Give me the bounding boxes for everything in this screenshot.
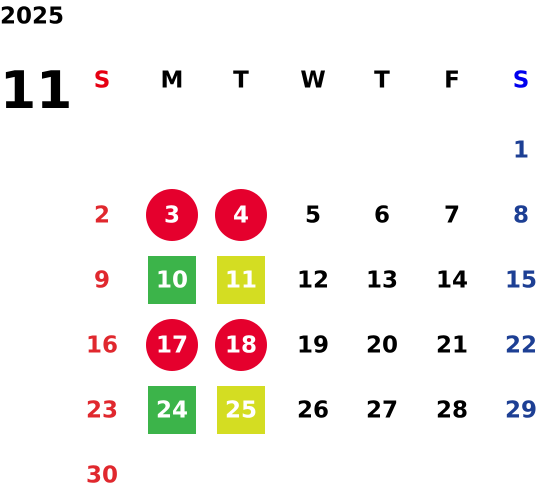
day-highlight-circle (146, 319, 198, 371)
day-number: 14 (436, 268, 468, 294)
day-number: 4 (233, 203, 249, 229)
day-highlight-square (217, 256, 265, 304)
day-number: 6 (374, 203, 390, 229)
day-highlight-circle (215, 319, 267, 371)
day-number: 1 (513, 138, 529, 164)
day-number: 10 (156, 268, 188, 294)
day-number: 22 (505, 333, 537, 359)
day-number: 8 (513, 203, 529, 229)
day-number: 19 (297, 333, 329, 359)
day-highlight-square (217, 386, 265, 434)
day-number: 12 (297, 268, 329, 294)
month: 11 (0, 61, 72, 121)
day-number: 5 (305, 203, 321, 229)
day-number: 21 (436, 333, 468, 359)
weekday-label: W (300, 68, 325, 94)
weekday-label: S (94, 68, 111, 94)
day-number: 20 (366, 333, 398, 359)
day-number: 30 (86, 463, 118, 489)
year: 2025 (0, 4, 64, 30)
weekday-label: M (161, 68, 184, 94)
day-number: 11 (225, 268, 257, 294)
day-highlight-circle (215, 189, 267, 241)
day-number: 17 (156, 333, 188, 359)
weekday-label: S (513, 68, 530, 94)
day-number: 23 (86, 398, 118, 424)
day-number: 3 (164, 203, 180, 229)
day-number: 29 (505, 398, 537, 424)
day-highlight-circle (146, 189, 198, 241)
day-number: 28 (436, 398, 468, 424)
day-number: 25 (225, 398, 257, 424)
day-number: 2 (94, 203, 110, 229)
day-number: 16 (86, 333, 118, 359)
day-number: 13 (366, 268, 398, 294)
day-number: 24 (156, 398, 188, 424)
weekday-label: T (233, 68, 249, 94)
day-number: 7 (444, 203, 460, 229)
day-highlight-square (148, 256, 196, 304)
weekday-label: F (444, 68, 460, 94)
day-number: 26 (297, 398, 329, 424)
day-number: 27 (366, 398, 398, 424)
day-number: 9 (94, 268, 110, 294)
day-number: 18 (225, 333, 257, 359)
day-number: 15 (505, 268, 537, 294)
weekday-label: T (374, 68, 390, 94)
day-highlight-square (148, 386, 196, 434)
